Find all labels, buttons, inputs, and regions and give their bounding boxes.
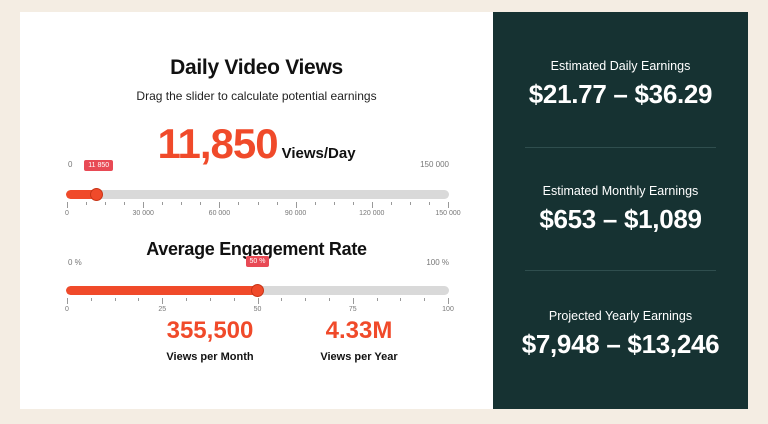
earnings-panel: Estimated Daily Earnings $21.77 – $36.29… <box>493 12 748 409</box>
views-slider[interactable]: 0 150 000 11 850 0 30 000 60 000 90 000 120 … <box>65 158 461 218</box>
engagement-slider-minor-tick <box>233 298 235 301</box>
engagement-slider-min-label: 0 % <box>68 258 82 267</box>
engagement-slider-major-tick <box>162 298 164 304</box>
views-slider-minor-tick <box>409 202 411 205</box>
views-slider-minor-tick <box>276 202 278 205</box>
views-slider-minor-tick <box>390 202 392 205</box>
views-slider-minor-tick <box>333 202 335 205</box>
monthly-views-value: 355,500 <box>166 317 254 344</box>
views-slider-major-tick <box>371 202 373 208</box>
engagement-slider-minor-tick <box>305 298 307 301</box>
engagement-slider-tooltip: 50 % <box>245 256 270 267</box>
views-slider-major-tick <box>143 202 145 208</box>
views-slider-thumb[interactable] <box>89 188 103 201</box>
daily-views-display: 11,850 Views/Day <box>20 120 493 168</box>
engagement-slider-minor-tick <box>114 298 116 301</box>
divider <box>525 147 716 148</box>
engagement-slider[interactable]: 0 % 100 % 50 % 0 25 50 75 100 <box>65 256 454 316</box>
views-slider-tick-label: 0 <box>65 210 69 217</box>
engagement-slider-minor-tick <box>424 298 426 301</box>
daily-earnings: Estimated Daily Earnings $21.77 – $36.29 <box>493 59 748 110</box>
engagement-slider-minor-tick <box>138 298 140 301</box>
views-slider-fill <box>66 190 97 199</box>
monthly-views-label: Views per Month <box>166 351 254 363</box>
engagement-slider-major-tick <box>257 298 259 304</box>
views-slider-minor-tick <box>124 202 126 205</box>
engagement-slider-tick-label: 0 <box>65 306 69 313</box>
monthly-earnings: Estimated Monthly Earnings $653 – $1,089 <box>493 184 748 235</box>
engagement-slider-minor-tick <box>376 298 378 301</box>
views-slider-tick-label: 60 000 <box>208 210 231 217</box>
views-slider-track[interactable] <box>66 190 449 199</box>
views-slider-minor-tick <box>428 202 430 205</box>
views-slider-minor-tick <box>181 202 183 205</box>
views-slider-max-label: 150 000 <box>420 160 449 169</box>
engagement-slider-tick-label: 50 <box>253 306 262 313</box>
engagement-slider-minor-tick <box>90 298 92 301</box>
views-slider-minor-tick <box>200 202 202 205</box>
monthly-earnings-value: $653 – $1,089 <box>539 204 702 234</box>
views-slider-tick-label: 150 000 <box>435 210 461 217</box>
daily-views-unit: Views/Day <box>281 145 356 162</box>
engagement-slider-fill <box>66 286 258 295</box>
daily-earnings-label: Estimated Daily Earnings <box>550 59 691 73</box>
engagement-slider-minor-tick <box>281 298 283 301</box>
yearly-earnings: Projected Yearly Earnings $7,948 – $13,2… <box>493 309 748 360</box>
engagement-slider-max-label: 100 % <box>426 258 449 267</box>
engagement-slider-minor-tick <box>209 298 211 301</box>
engagement-slider-thumb[interactable] <box>251 284 264 297</box>
views-slider-tick-label: 30 000 <box>132 210 154 217</box>
daily-views-value: 11,850 <box>157 120 278 167</box>
views-slider-minor-tick <box>352 202 354 205</box>
views-slider-minor-tick <box>86 202 88 205</box>
yearly-views-stat: 4.33M Views per Year <box>279 317 439 363</box>
yearly-earnings-value: $7,948 – $13,246 <box>521 329 720 359</box>
engagement-slider-minor-tick <box>400 298 402 301</box>
views-slider-minor-tick <box>257 202 259 205</box>
yearly-views-value: 4.33M <box>325 317 393 344</box>
views-slider-tooltip: 11 850 <box>84 160 114 171</box>
engagement-title: Average Engagement Rate <box>146 239 367 259</box>
engagement-slider-tick-label: 75 <box>348 306 357 313</box>
views-slider-major-tick <box>67 202 68 208</box>
views-slider-minor-tick <box>314 202 316 205</box>
monthly-earnings-label: Estimated Monthly Earnings <box>542 184 699 198</box>
engagement-slider-minor-tick <box>328 298 330 301</box>
views-slider-tick-label: 90 000 <box>284 210 307 217</box>
views-slider-major-tick <box>448 202 449 208</box>
engagement-slider-major-tick <box>352 298 354 304</box>
views-slider-minor-tick <box>105 202 107 205</box>
views-slider-major-tick <box>219 202 221 208</box>
views-slider-tick-label: 120 000 <box>359 210 385 217</box>
views-slider-major-tick <box>295 202 297 208</box>
engagement-slider-tick-label: 100 <box>442 306 454 313</box>
calculator-card: Daily Video Views Drag the slider to cal… <box>20 12 493 409</box>
daily-earnings-value: $21.77 – $36.29 <box>528 79 713 109</box>
engagement-slider-major-tick <box>448 298 449 304</box>
views-slider-minor-tick <box>238 202 240 205</box>
views-slider-min-label: 0 <box>68 160 73 169</box>
divider <box>525 270 716 271</box>
views-title: Daily Video Views <box>170 56 343 79</box>
views-slider-minor-tick <box>162 202 164 205</box>
engagement-slider-tick-label: 25 <box>158 306 167 313</box>
engagement-slider-major-tick <box>67 298 68 304</box>
engagement-slider-minor-tick <box>186 298 188 301</box>
views-subtitle: Drag the slider to calculate potential e… <box>136 89 377 103</box>
monthly-views-stat: 355,500 Views per Month <box>130 317 290 363</box>
yearly-earnings-label: Projected Yearly Earnings <box>548 309 693 323</box>
yearly-views-label: Views per Year <box>320 351 398 363</box>
